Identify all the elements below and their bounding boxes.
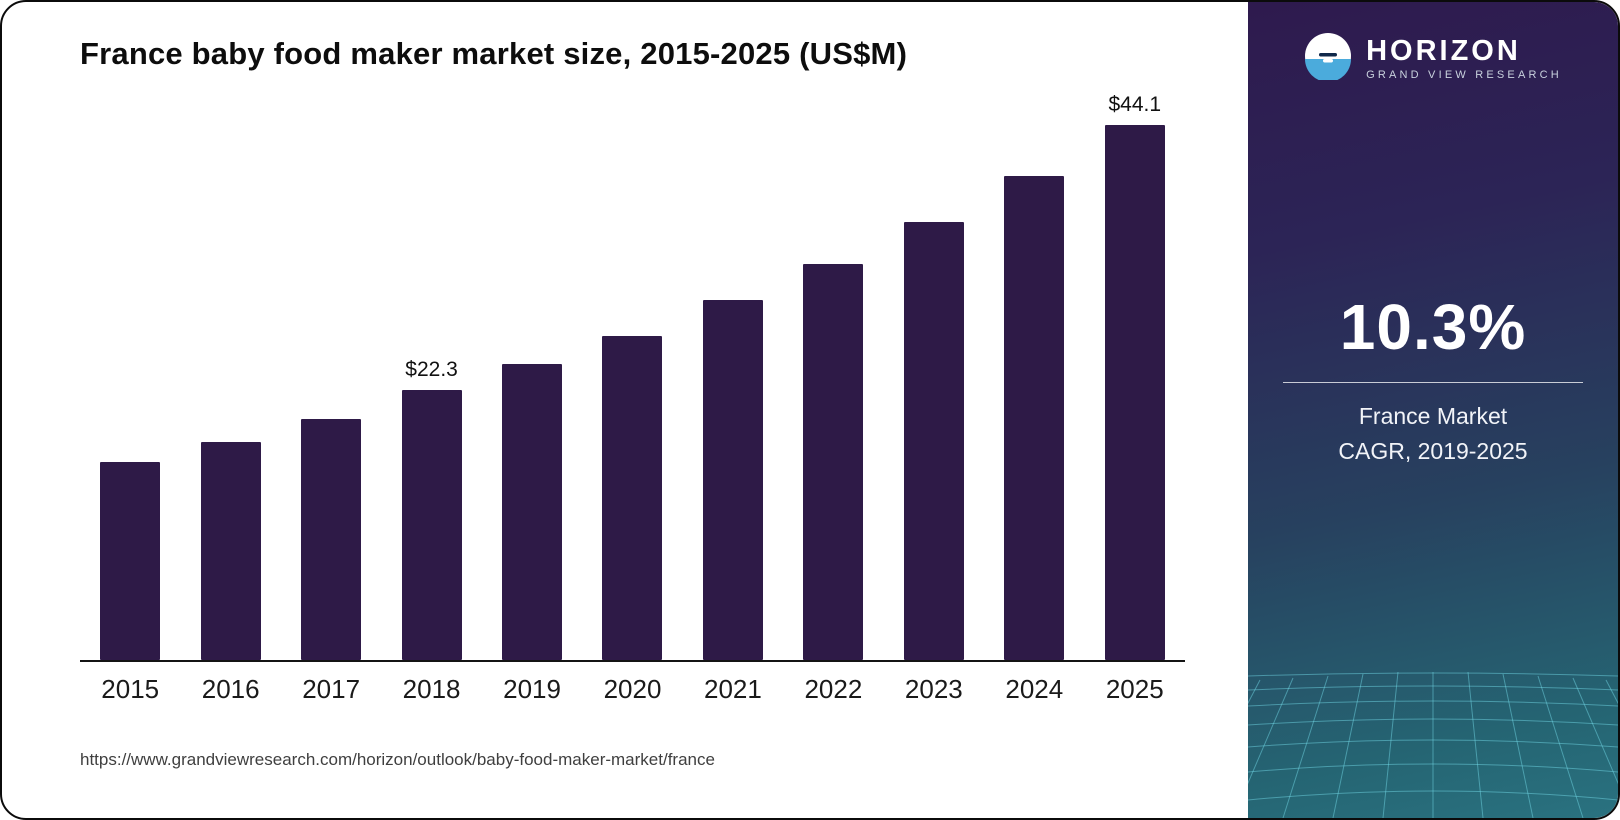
bar-column-2016: [180, 442, 280, 660]
brand-logo-row: HORIZON GRAND VIEW RESEARCH: [1304, 32, 1562, 85]
mesh-graphic: [1248, 671, 1618, 818]
bar-column-2025: $44.1: [1085, 93, 1185, 660]
bar-2017: [301, 419, 362, 660]
brand-panel: HORIZON GRAND VIEW RESEARCH 10.3% France…: [1248, 2, 1618, 818]
bar-column-2017: [281, 419, 381, 660]
x-tick-2021: 2021: [704, 674, 762, 704]
bar-2019: [502, 364, 563, 660]
bar-2023: [903, 222, 964, 660]
stat-divider: [1283, 382, 1583, 383]
chart-section: France baby food maker market size, 2015…: [2, 2, 1248, 818]
source-url: https://www.grandviewresearch.com/horizo…: [80, 750, 715, 769]
bar-column-2020: [582, 336, 682, 660]
x-tick-2015: 2015: [101, 674, 160, 704]
stat-block: 10.3% France Market CAGR, 2019-2025: [1248, 290, 1618, 468]
brand-name: HORIZON: [1366, 34, 1521, 67]
bar-2018: [401, 390, 462, 660]
x-tick-2016: 2016: [201, 674, 260, 704]
bar-2021: [702, 300, 763, 660]
bar-value-label-2018: $22.3: [405, 358, 458, 381]
bar-column-2018: $22.3: [381, 358, 481, 660]
bar-2015: [100, 462, 161, 660]
bar-2016: [200, 442, 261, 660]
chart-title: France baby food maker market size, 2015…: [80, 36, 908, 71]
brand-subtitle: GRAND VIEW RESEARCH: [1366, 69, 1562, 82]
x-tick-2020: 2020: [603, 674, 662, 704]
bar-column-2019: [482, 364, 582, 660]
x-tick-2024: 2024: [1005, 674, 1064, 704]
x-tick-2018: 2018: [402, 674, 461, 704]
bar-value-label-2025: $44.1: [1108, 93, 1162, 116]
brand-text: HORIZON GRAND VIEW RESEARCH: [1366, 34, 1562, 82]
bar-2024: [1004, 176, 1065, 660]
x-tick-2022: 2022: [804, 674, 863, 704]
bar-2025: [1104, 125, 1165, 660]
bar-chart: $22.3 $44.1 2015 2016 2017 2018 2019 2020 2021 2…: [80, 80, 1185, 705]
bar-2022: [803, 264, 864, 660]
bar-2020: [602, 336, 663, 660]
bar-column-2023: [884, 222, 984, 660]
x-tick-2019: 2019: [503, 674, 561, 704]
bar-column-2015: [80, 462, 180, 660]
plot-area: $22.3 $44.1: [80, 80, 1185, 662]
x-axis-ticks: 2015 2016 2017 2018 2019 2020 2021 2022 2023 2024…: [80, 674, 1185, 705]
x-tick-2025: 2025: [1105, 674, 1164, 704]
x-tick-2017: 2017: [302, 674, 361, 704]
bar-column-2021: [683, 300, 783, 660]
stat-caption: France Market CAGR, 2019-2025: [1338, 399, 1527, 468]
stat-caption-line1: France Market: [1358, 403, 1508, 429]
horizon-logo-icon: [1304, 32, 1352, 85]
bar-column-2022: [783, 264, 883, 660]
stat-caption-line2: CAGR, 2019-2025: [1338, 437, 1528, 464]
cagr-value: 10.3%: [1339, 291, 1527, 363]
x-tick-2023: 2023: [904, 674, 963, 704]
bar-column-2024: [984, 176, 1084, 660]
